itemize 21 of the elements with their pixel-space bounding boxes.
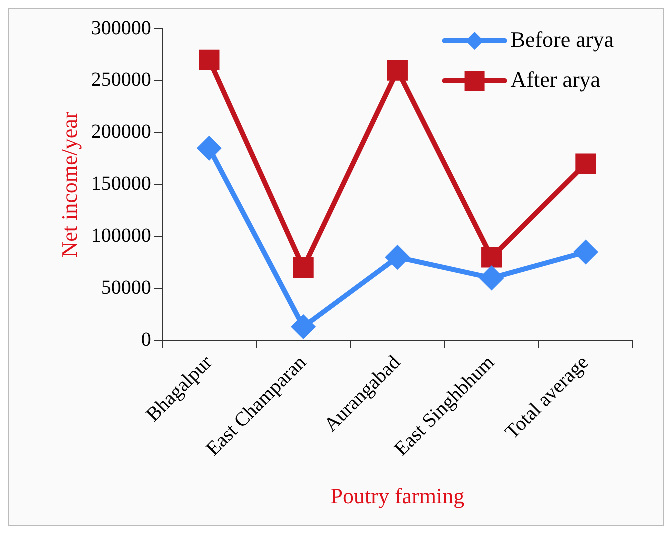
point xyxy=(198,136,221,160)
point xyxy=(482,247,502,268)
y-tick-label: 150000 xyxy=(91,173,152,196)
y-tick-label: 0 xyxy=(141,328,152,351)
point xyxy=(576,154,596,174)
point xyxy=(386,246,410,269)
legend-label: Before arya xyxy=(510,26,614,52)
y-tick-label: 300000 xyxy=(91,17,152,40)
y-tick-label: 200000 xyxy=(91,121,152,144)
y-tick-label: 250000 xyxy=(91,69,152,92)
point xyxy=(480,266,504,290)
point xyxy=(293,258,314,278)
point xyxy=(574,240,598,264)
point xyxy=(292,316,316,339)
x-axis-title: Poutry farming xyxy=(330,484,465,509)
y-tick-label: 100000 xyxy=(91,224,152,247)
legend-label: After arya xyxy=(510,66,601,92)
point xyxy=(199,50,220,70)
point xyxy=(387,60,408,81)
y-tick-label: 50000 xyxy=(101,276,152,299)
y-axis-title: Net income/year xyxy=(56,111,82,258)
